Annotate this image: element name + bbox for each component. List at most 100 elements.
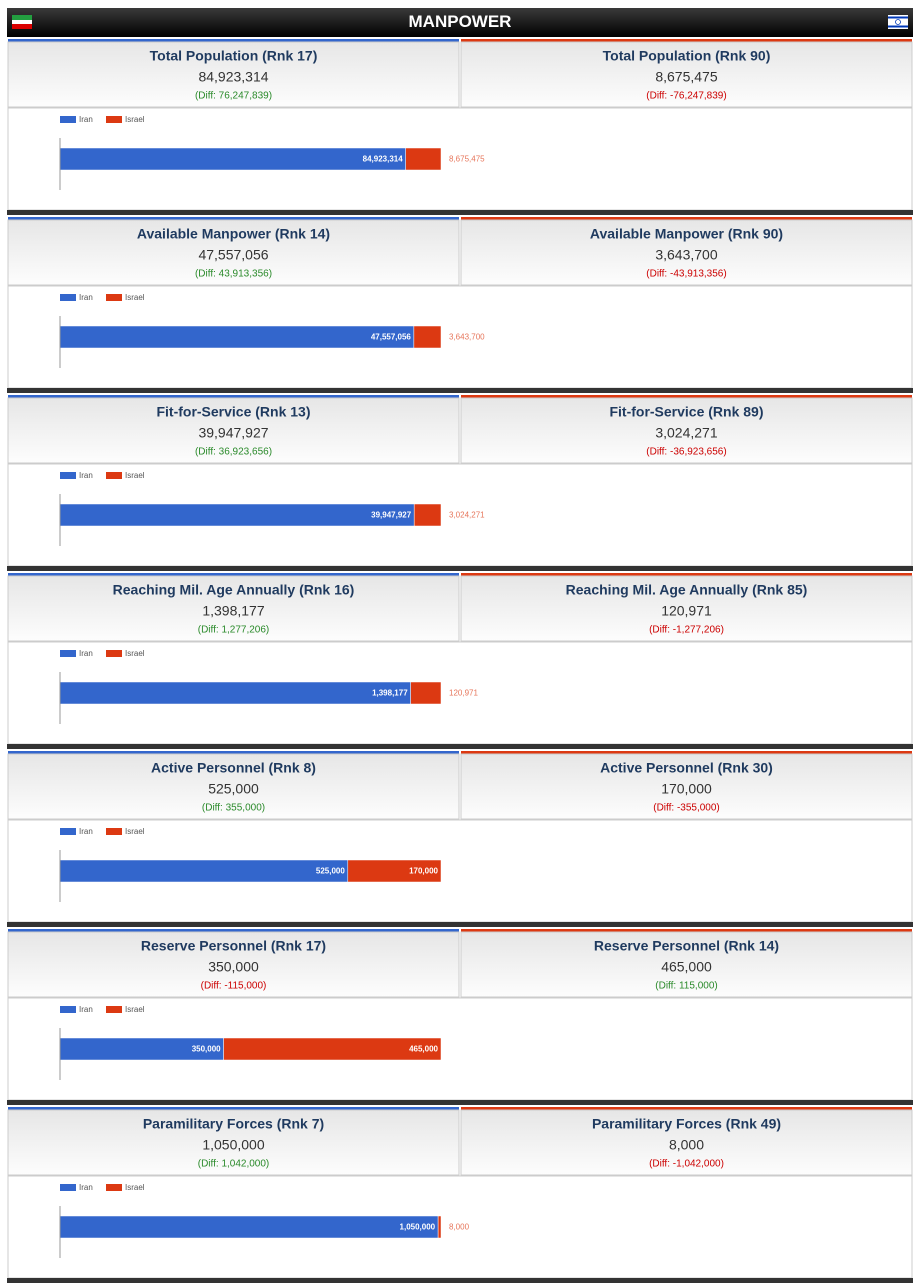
- top-line-left: [8, 929, 459, 932]
- legend-label: Israel: [125, 293, 145, 302]
- bar-segment: [413, 325, 442, 349]
- bar-value-label: 350,000: [192, 1045, 221, 1054]
- legend-label: Iran: [79, 471, 93, 480]
- stat-diff: (Diff: 355,000): [202, 803, 265, 814]
- stat-value: 8,675,475: [655, 69, 717, 85]
- bar-segment: [405, 147, 442, 171]
- header-title: MANPOWER: [409, 12, 512, 31]
- stat-title: Active Personnel (Rnk 30): [600, 760, 773, 776]
- bar-segment: [59, 859, 349, 883]
- stat-value: 39,947,927: [198, 425, 268, 441]
- bar-segment: [410, 681, 442, 705]
- legend-swatch: [106, 1006, 122, 1013]
- stat-box: [460, 397, 913, 464]
- stat-title: Available Manpower (Rnk 14): [137, 226, 330, 242]
- bar-value-label: 3,643,700: [449, 333, 485, 342]
- stat-value: 465,000: [661, 959, 712, 975]
- stat-box: [460, 219, 913, 286]
- legend-swatch: [106, 116, 122, 123]
- bar-value-label: 84,923,314: [363, 155, 404, 164]
- top-line-left: [8, 573, 459, 576]
- legend-label: Iran: [79, 115, 93, 124]
- separator: [7, 1100, 913, 1105]
- bar-segment: [59, 681, 411, 705]
- top-line-right: [461, 751, 912, 754]
- legend-label: Iran: [79, 1005, 93, 1014]
- bar-segment: [413, 503, 442, 527]
- bar-value-label: 47,557,056: [371, 333, 412, 342]
- legend-label: Israel: [125, 1183, 145, 1192]
- separator: [7, 1278, 913, 1283]
- stat-value: 350,000: [208, 959, 259, 975]
- stat-box: [460, 575, 913, 642]
- stat-title: Fit-for-Service (Rnk 89): [609, 404, 763, 420]
- legend-label: Iran: [79, 293, 93, 302]
- stat-box: [460, 931, 913, 998]
- stat-title: Total Population (Rnk 17): [150, 48, 318, 64]
- bar-segment: [59, 147, 406, 171]
- legend-label: Iran: [79, 649, 93, 658]
- legend-label: Israel: [125, 115, 145, 124]
- stat-title: Fit-for-Service (Rnk 13): [156, 404, 310, 420]
- bar-segment: [437, 1215, 442, 1239]
- stat-diff: (Diff: -1,277,206): [649, 625, 724, 636]
- stat-value: 1,050,000: [202, 1137, 264, 1153]
- stat-value: 120,971: [661, 603, 712, 619]
- stat-diff: (Diff: -36,923,656): [646, 447, 726, 458]
- top-line-left: [8, 217, 459, 220]
- bar-value-label: 3,024,271: [449, 511, 485, 520]
- stat-title: Reserve Personnel (Rnk 17): [141, 938, 326, 954]
- stat-diff: (Diff: 115,000): [655, 981, 717, 992]
- legend-label: Iran: [79, 1183, 93, 1192]
- legend-swatch: [60, 1006, 76, 1013]
- stat-value: 525,000: [208, 781, 259, 797]
- bar-value-label: 170,000: [409, 867, 438, 876]
- stat-title: Reaching Mil. Age Annually (Rnk 85): [566, 582, 808, 598]
- bar-value-label: 8,000: [449, 1223, 470, 1232]
- stat-title: Reserve Personnel (Rnk 14): [594, 938, 779, 954]
- separator: [7, 210, 913, 215]
- stat-title: Reaching Mil. Age Annually (Rnk 16): [113, 582, 355, 598]
- bar-segment: [59, 1215, 439, 1239]
- legend-swatch: [60, 294, 76, 301]
- legend-label: Iran: [79, 827, 93, 836]
- legend-label: Israel: [125, 649, 145, 658]
- legend-label: Israel: [125, 1005, 145, 1014]
- legend-swatch: [106, 294, 122, 301]
- stat-diff: (Diff: -1,042,000): [649, 1159, 724, 1170]
- stat-box: [460, 753, 913, 820]
- stat-value: 3,643,700: [655, 247, 717, 263]
- legend-swatch: [106, 1184, 122, 1191]
- header-bar: [7, 8, 913, 37]
- iran-flag: [12, 15, 32, 29]
- stat-box: [460, 1109, 913, 1176]
- stat-title: Paramilitary Forces (Rnk 7): [143, 1116, 324, 1132]
- stat-box: [7, 1109, 460, 1176]
- bar-value-label: 525,000: [316, 867, 345, 876]
- stat-title: Active Personnel (Rnk 8): [151, 760, 316, 776]
- stat-diff: (Diff: 36,923,656): [195, 447, 272, 458]
- bar-segment: [347, 859, 442, 883]
- stat-value: 84,923,314: [198, 69, 268, 85]
- bar-value-label: 120,971: [449, 689, 478, 698]
- stat-box: [7, 753, 460, 820]
- bar-value-label: 465,000: [409, 1045, 438, 1054]
- legend-swatch: [60, 1184, 76, 1191]
- bar-value-label: 39,947,927: [371, 511, 412, 520]
- stat-title: Total Population (Rnk 90): [603, 48, 771, 64]
- top-line-left: [8, 39, 459, 42]
- stat-diff: (Diff: -115,000): [201, 981, 267, 992]
- stat-diff: (Diff: 1,042,000): [198, 1159, 270, 1170]
- legend-swatch: [60, 116, 76, 123]
- stat-value: 1,398,177: [202, 603, 264, 619]
- israel-flag: [888, 15, 908, 29]
- bar-segment: [59, 325, 415, 349]
- separator: [7, 922, 913, 927]
- top-line-left: [8, 1107, 459, 1110]
- legend-swatch: [106, 828, 122, 835]
- stat-diff: (Diff: -43,913,356): [646, 269, 726, 280]
- stat-box: [7, 931, 460, 998]
- top-line-right: [461, 217, 912, 220]
